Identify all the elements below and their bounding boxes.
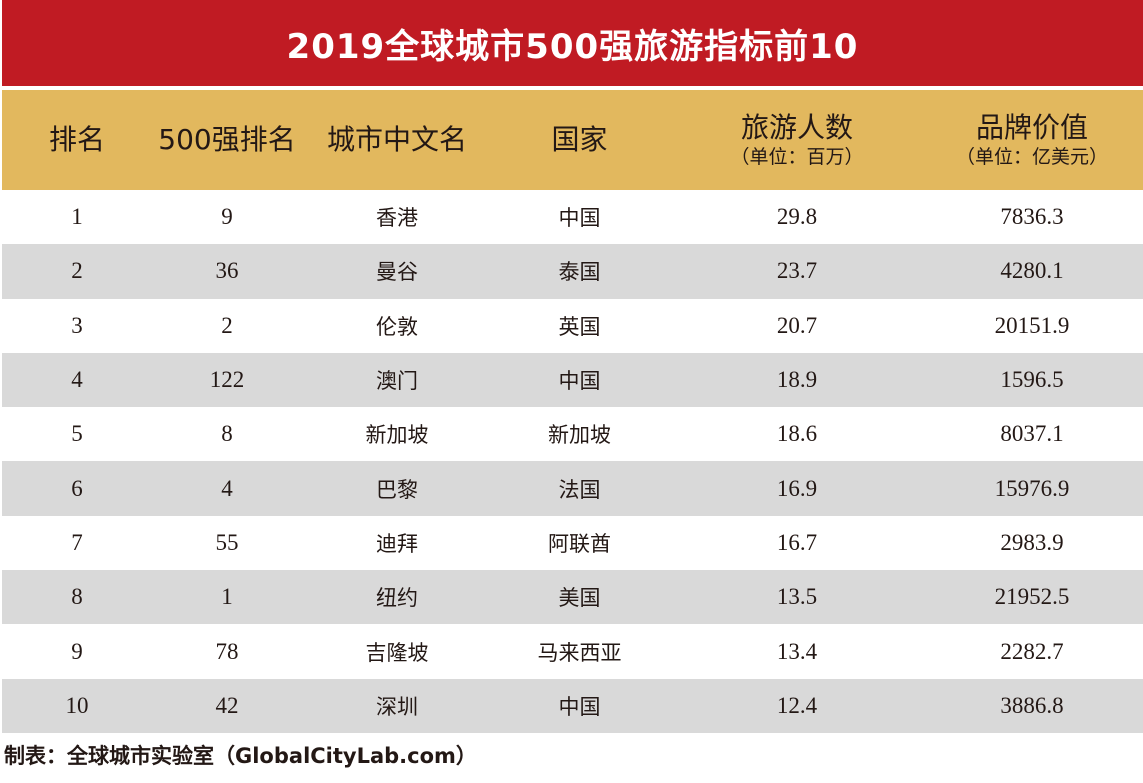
- cell-city: 澳门: [376, 369, 418, 394]
- cell-tourists: 16.7: [776, 529, 818, 555]
- cell-tourists: 13.5: [776, 584, 818, 610]
- header-city-label: 城市中文名: [326, 123, 467, 156]
- table-row: 5 8 新加坡 新加坡 18.6 8037.1: [2, 407, 1143, 461]
- cell-rank: 9: [71, 638, 83, 664]
- cell-city: 吉隆坡: [365, 640, 429, 665]
- cell-city: 曼谷: [376, 260, 418, 285]
- header-country: 国家: [502, 90, 657, 190]
- cell-brand-value: 1596.5: [1000, 367, 1064, 393]
- source-note: 制表：全球城市实验室（GlobalCityLab.com）: [4, 744, 477, 768]
- cell-brand-value: 7836.3: [1000, 204, 1064, 230]
- cell-brand-value: 2282.7: [1000, 638, 1064, 664]
- cell-tourists: 18.9: [776, 367, 818, 393]
- cell-brand-value: 8037.1: [1000, 421, 1064, 447]
- cell-country: 中国: [558, 369, 601, 394]
- cell-rank: 2: [71, 258, 83, 284]
- table-row: 9 78 吉隆坡 马来西亚 13.4 2282.7: [2, 624, 1143, 678]
- cell-brand-value: 20151.9: [994, 312, 1070, 338]
- cell-rank500: 1: [221, 584, 233, 610]
- cell-tourists: 23.7: [776, 258, 818, 284]
- cell-rank: 3: [71, 312, 83, 338]
- cell-rank: 1: [71, 204, 83, 230]
- cell-city: 伦敦: [376, 314, 418, 339]
- cell-country: 新加坡: [548, 423, 611, 448]
- cell-city: 迪拜: [376, 531, 418, 556]
- header-tourists-label: 旅游人数: [740, 111, 853, 144]
- table-row: 4 122 澳门 中国 18.9 1596.5: [2, 352, 1143, 408]
- table-row: 3 2 伦敦 英国 20.7 20151.9: [2, 299, 1143, 353]
- cell-rank500: 4: [221, 475, 233, 501]
- cell-brand-value: 21952.5: [994, 584, 1070, 610]
- table-row: 7 55 迪拜 阿联酋 16.7 2983.9: [2, 516, 1143, 570]
- header-rank500-label: 500强排名: [158, 123, 296, 156]
- cell-rank500: 42: [215, 692, 239, 718]
- cell-city: 香港: [376, 206, 418, 231]
- header-brand-value: 品牌价值 （单位：亿美元）: [922, 90, 1142, 190]
- cell-country: 泰国: [558, 260, 601, 285]
- cell-rank500: 55: [215, 529, 239, 555]
- cell-country: 中国: [558, 206, 601, 231]
- table-header: 排名 500强排名 城市中文名 国家 旅游人数 （单位：百万） 品牌价值 （单位…: [2, 90, 1143, 190]
- cell-tourists: 18.6: [776, 421, 818, 447]
- header-city: 城市中文名: [312, 90, 482, 190]
- cell-rank500: 36: [215, 258, 239, 284]
- cell-rank500: 9: [221, 204, 233, 230]
- cell-brand-value: 2983.9: [1000, 529, 1064, 555]
- cell-tourists: 29.8: [776, 204, 818, 230]
- header-rank-label: 排名: [48, 123, 105, 156]
- cell-rank500: 122: [209, 367, 245, 393]
- header-brand-value-unit: （单位：亿美元）: [955, 146, 1108, 168]
- cell-tourists: 20.7: [776, 312, 818, 338]
- cell-rank: 4: [71, 367, 83, 393]
- cell-rank500: 2: [221, 312, 233, 338]
- table-row: 1 9 香港 中国 29.8 7836.3: [2, 190, 1143, 244]
- cell-rank: 8: [71, 584, 83, 610]
- header-rank500: 500强排名: [152, 90, 302, 190]
- cell-tourists: 13.4: [776, 638, 818, 664]
- table-title: 2019全球城市500强旅游指标前10: [286, 26, 859, 67]
- header-country-label: 国家: [551, 123, 608, 156]
- header-brand-value-label: 品牌价值: [975, 111, 1088, 144]
- table-row: 8 1 纽约 美国 13.5 21952.5: [2, 570, 1143, 625]
- cell-country: 马来西亚: [537, 640, 622, 665]
- cell-rank: 10: [65, 692, 89, 718]
- cell-rank: 5: [71, 421, 83, 447]
- cell-country: 法国: [558, 477, 601, 502]
- cell-brand-value: 4280.1: [1000, 258, 1064, 284]
- header-tourists: 旅游人数 （单位：百万）: [697, 90, 897, 190]
- cell-city: 深圳: [376, 694, 418, 719]
- cell-tourists: 12.4: [776, 692, 818, 718]
- header-rank: 排名: [22, 90, 132, 190]
- cell-brand-value: 15976.9: [994, 475, 1070, 501]
- cell-country: 英国: [558, 314, 601, 339]
- table-body: 1 9 香港 中国 29.8 7836.3 2 36 曼谷 泰国 23.7 42…: [2, 190, 1143, 733]
- cell-city: 纽约: [376, 586, 418, 611]
- table-row: 6 4 巴黎 法国 16.9 15976.9: [2, 461, 1143, 516]
- title-bar: 2019全球城市500强旅游指标前10: [2, 0, 1143, 86]
- cell-city: 巴黎: [376, 477, 418, 502]
- cell-tourists: 16.9: [776, 475, 818, 501]
- cell-country: 美国: [558, 586, 601, 611]
- header-tourists-unit: （单位：百万）: [730, 146, 864, 168]
- table-row: 10 42 深圳 中国 12.4 3886.8: [2, 678, 1143, 733]
- cell-rank500: 78: [215, 638, 239, 664]
- table-row: 2 36 曼谷 泰国 23.7 4280.1: [2, 244, 1143, 299]
- cell-country: 中国: [558, 694, 601, 719]
- cell-brand-value: 3886.8: [1000, 692, 1064, 718]
- cell-country: 阿联酋: [548, 531, 611, 556]
- cell-rank: 7: [71, 529, 83, 555]
- cell-rank: 6: [71, 475, 83, 501]
- cell-rank500: 8: [221, 421, 233, 447]
- cell-city: 新加坡: [365, 423, 429, 448]
